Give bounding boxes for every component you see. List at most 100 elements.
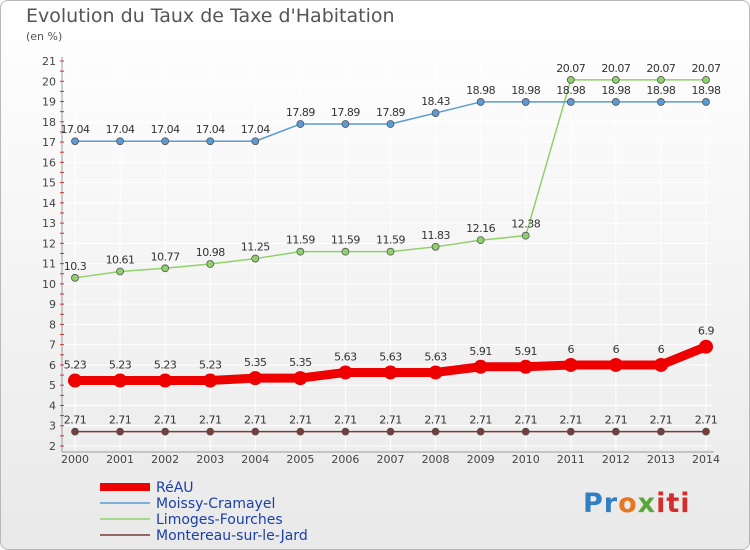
data-label: 2.71: [199, 414, 222, 427]
chart-subtitle: (en %): [26, 30, 63, 43]
y-tick-label: 13: [42, 217, 56, 230]
data-point: [428, 365, 443, 380]
x-tick-label: 2003: [196, 453, 224, 466]
data-point: [296, 120, 305, 128]
data-label: 5.23: [154, 359, 177, 372]
data-point: [386, 247, 395, 256]
data-point: [341, 247, 350, 256]
data-point: [161, 137, 170, 146]
y-tick-label: 11: [42, 258, 56, 271]
data-label: 18.98: [692, 84, 721, 97]
data-point: [518, 359, 533, 374]
data-point: [476, 427, 485, 436]
y-tick-label: 18: [42, 116, 56, 129]
y-tick-label: 15: [42, 177, 56, 190]
data-label: 2.71: [379, 414, 402, 427]
y-tick-label: 3: [49, 420, 56, 433]
x-tick-label: 2010: [512, 453, 540, 466]
data-label: 18.98: [601, 84, 630, 97]
data-point: [566, 75, 575, 84]
data-point: [702, 98, 710, 106]
data-label: 2.71: [244, 414, 267, 427]
data-label: 5.91: [514, 345, 537, 358]
data-label: 2.71: [605, 414, 628, 427]
data-point: [657, 427, 665, 436]
data-point: [563, 357, 578, 372]
data-label: 2.71: [64, 414, 87, 427]
data-point: [611, 427, 620, 436]
data-point: [113, 373, 128, 388]
data-point: [611, 98, 620, 106]
data-point: [657, 98, 665, 106]
data-point: [431, 242, 440, 251]
logo-part: iti: [656, 488, 691, 519]
data-label: 10.61: [106, 254, 135, 267]
data-point: [161, 264, 170, 273]
data-point: [431, 427, 440, 436]
data-point: [248, 371, 263, 386]
data-point: [251, 137, 260, 146]
data-point: [71, 427, 79, 436]
data-point: [521, 98, 530, 106]
data-point: [608, 357, 623, 372]
logo-part: Pr: [583, 488, 619, 519]
data-label: 11.59: [376, 234, 405, 247]
data-point: [383, 365, 398, 380]
data-point: [338, 365, 353, 380]
data-point: [386, 427, 395, 436]
data-point: [251, 427, 260, 436]
data-point: [653, 357, 668, 372]
x-tick-label: 2002: [151, 453, 179, 466]
data-label: 17.04: [106, 123, 135, 136]
data-label: 17.04: [151, 123, 180, 136]
y-tick-label: 7: [49, 339, 56, 352]
x-tick-label: 2006: [331, 453, 359, 466]
data-label: 11.59: [331, 234, 360, 247]
proxiti-logo: Proxiti: [583, 488, 691, 519]
data-label: 17.04: [61, 123, 90, 136]
data-label: 10.77: [151, 250, 180, 263]
logo-part: x: [637, 488, 657, 519]
data-point: [206, 137, 215, 146]
y-tick-label: 16: [42, 156, 56, 169]
y-tick-label: 6: [49, 359, 56, 372]
x-tick-label: 2000: [61, 453, 89, 466]
x-tick-label: 2007: [377, 453, 405, 466]
x-tick-label: 2009: [467, 453, 495, 466]
y-tick-label: 10: [42, 278, 56, 291]
x-tick-label: 2001: [106, 453, 134, 466]
data-label: 12.16: [466, 222, 495, 235]
data-point: [71, 137, 79, 146]
data-label: 6.9: [698, 325, 714, 338]
data-point: [566, 427, 575, 436]
data-point: [473, 359, 488, 374]
data-label: 20.07: [692, 62, 721, 75]
y-tick-label: 9: [49, 298, 56, 311]
logo-part: o: [618, 488, 638, 519]
data-label: 18.98: [646, 84, 675, 97]
data-label: 2.71: [334, 414, 357, 427]
data-label: 2.71: [154, 414, 177, 427]
data-label: 5.23: [109, 359, 132, 372]
data-point: [161, 427, 170, 436]
data-point: [116, 137, 124, 146]
data-point: [521, 231, 530, 240]
data-label: 6: [613, 343, 620, 356]
legend-label: Moissy-Cramayel: [156, 496, 275, 512]
legend-label: RéAU: [156, 480, 194, 496]
data-label: 2.71: [560, 414, 583, 427]
data-point: [566, 98, 575, 106]
data-label: 20.07: [646, 62, 675, 75]
data-label: 17.04: [196, 123, 225, 136]
y-tick-label: 17: [42, 136, 56, 149]
data-label: 5.23: [64, 359, 87, 372]
data-label: 11.83: [421, 229, 450, 242]
data-point: [206, 427, 215, 436]
data-point: [251, 254, 260, 263]
data-label: 6: [568, 343, 575, 356]
y-tick-label: 5: [49, 379, 56, 392]
y-tick-label: 8: [49, 318, 56, 331]
data-label: 5.23: [199, 359, 222, 372]
x-tick-label: 2005: [286, 453, 314, 466]
data-label: 18.98: [511, 84, 540, 97]
